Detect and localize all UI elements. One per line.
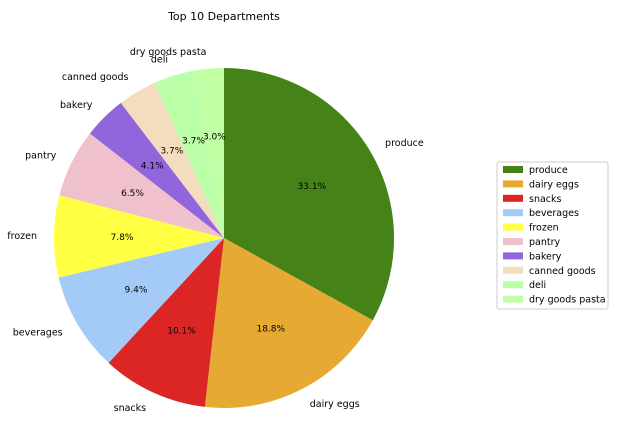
legend-label-dry-goods-pasta: dry goods pasta (529, 295, 606, 306)
chart-title: Top 10 Departments (167, 10, 280, 23)
pie-slice-dry-goods-pasta (192, 68, 224, 238)
slice-label-dairy-eggs: dairy eggs (310, 399, 360, 410)
legend-swatch-beverages (503, 209, 523, 217)
slice-label-beverages: beverages (13, 328, 63, 339)
slice-label-dry-goods-pasta: dry goods pasta (130, 47, 207, 58)
legend-swatch-frozen (503, 223, 523, 231)
slice-label-produce: produce (385, 138, 424, 149)
pie-slice-deli (154, 70, 224, 238)
pie-slices (53, 68, 394, 408)
slice-label-pantry: pantry (25, 150, 57, 161)
slice-percent-snacks: 10.1% (167, 327, 196, 337)
legend-frame (496, 161, 609, 310)
legend-label-deli: deli (529, 280, 546, 291)
slice-percent-frozen: 7.8% (111, 233, 134, 243)
legend-label-bakery: bakery (529, 251, 562, 262)
legend-label-dairy-eggs: dairy eggs (529, 179, 579, 190)
pie-slice-frozen (53, 195, 225, 278)
legend-swatch-pantry (503, 238, 523, 245)
pie-slice-beverages (58, 238, 224, 363)
legend-label-produce: produce (529, 165, 568, 176)
legend-swatch-dairy-eggs (503, 180, 523, 188)
slice-percent-bakery: 4.1% (141, 162, 164, 172)
slice-percent-pantry: 6.5% (121, 189, 144, 199)
legend-swatch-canned-goods (503, 266, 523, 274)
legend-swatch-bakery (503, 252, 523, 260)
legend-swatch-snacks (503, 194, 523, 202)
legend-label-snacks: snacks (529, 194, 562, 205)
legend-swatch-deli (503, 281, 523, 289)
pie-slice-pantry (59, 133, 225, 238)
slice-percent-canned-goods: 3.7% (160, 146, 183, 156)
slice-percent-deli: 3.7% (182, 137, 205, 147)
slice-label-deli: deli (151, 55, 168, 66)
legend-label-frozen: frozen (529, 223, 559, 234)
legend-label-beverages: beverages (529, 208, 579, 219)
pie-slice-produce (224, 68, 394, 321)
pie-slice-dairy-eggs (204, 238, 373, 408)
pie-slice-snacks (108, 238, 224, 407)
legend-label-pantry: pantry (529, 237, 561, 248)
slice-label-snacks: snacks (114, 403, 147, 414)
slice-percent-produce: 33.1% (298, 182, 327, 192)
legend: produce dairy eggs snacks beverages frozen pa… (496, 161, 609, 310)
pie-slice-canned-goods (120, 82, 224, 238)
slice-label-bakery: bakery (60, 100, 93, 111)
slice-percent-labels: 33.1%18.8%10.1%9.4%7.8%6.5%4.1%3.7%3.7%3… (111, 132, 327, 336)
slice-percent-dry-goods-pasta: 3.0% (203, 132, 226, 142)
legend-swatch-dry-goods-pasta (503, 295, 523, 303)
legend-label-canned-goods: canned goods (529, 266, 596, 277)
slice-percent-dairy-eggs: 18.8% (256, 325, 285, 335)
slice-labels: produce dairy eggs snacks beverages frozen pa… (7, 47, 424, 414)
pie-slice-bakery (89, 102, 224, 238)
slice-percent-beverages: 9.4% (125, 286, 148, 296)
slice-label-canned-goods: canned goods (62, 72, 129, 83)
legend-swatch-produce (503, 166, 523, 173)
slice-label-frozen: frozen (7, 231, 37, 242)
